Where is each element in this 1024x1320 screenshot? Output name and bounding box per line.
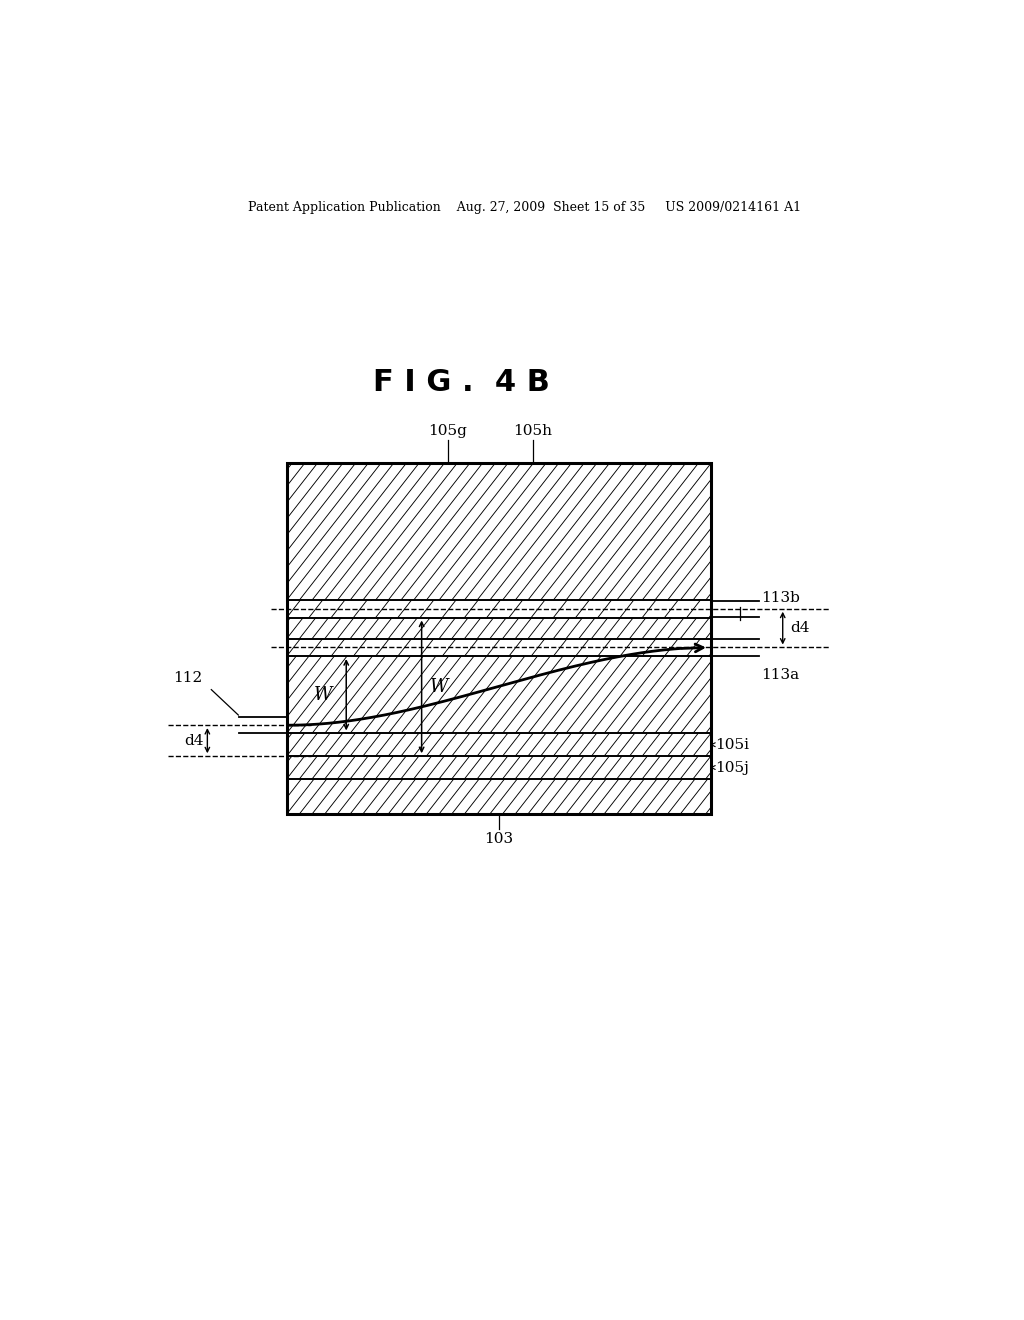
Bar bbox=[287, 639, 712, 656]
Text: W: W bbox=[430, 678, 449, 696]
Bar bbox=[287, 779, 712, 814]
Text: 105g: 105g bbox=[429, 424, 468, 438]
Bar bbox=[287, 463, 712, 814]
Bar bbox=[287, 601, 712, 618]
Bar bbox=[287, 618, 712, 639]
Bar bbox=[287, 656, 712, 734]
Text: 112: 112 bbox=[173, 671, 202, 685]
Text: F I G .  4 B: F I G . 4 B bbox=[373, 367, 550, 396]
Bar bbox=[287, 463, 712, 601]
Bar bbox=[287, 463, 712, 601]
Text: 105i: 105i bbox=[716, 738, 750, 751]
Bar bbox=[287, 756, 712, 779]
Bar bbox=[287, 756, 712, 779]
Bar bbox=[287, 601, 712, 618]
Text: 113a: 113a bbox=[761, 668, 800, 681]
Text: Patent Application Publication    Aug. 27, 2009  Sheet 15 of 35     US 2009/0214: Patent Application Publication Aug. 27, … bbox=[248, 201, 802, 214]
Text: W: W bbox=[313, 686, 332, 704]
Text: 105j: 105j bbox=[716, 760, 750, 775]
Bar bbox=[287, 779, 712, 814]
Bar bbox=[287, 734, 712, 756]
Bar bbox=[287, 639, 712, 656]
Bar bbox=[287, 618, 712, 639]
Text: 103: 103 bbox=[484, 833, 514, 846]
Text: 113b: 113b bbox=[761, 591, 800, 605]
Text: d4: d4 bbox=[184, 734, 204, 747]
Text: 105h: 105h bbox=[513, 424, 553, 438]
Text: d4: d4 bbox=[791, 622, 810, 635]
Bar bbox=[287, 656, 712, 734]
Bar bbox=[287, 734, 712, 756]
